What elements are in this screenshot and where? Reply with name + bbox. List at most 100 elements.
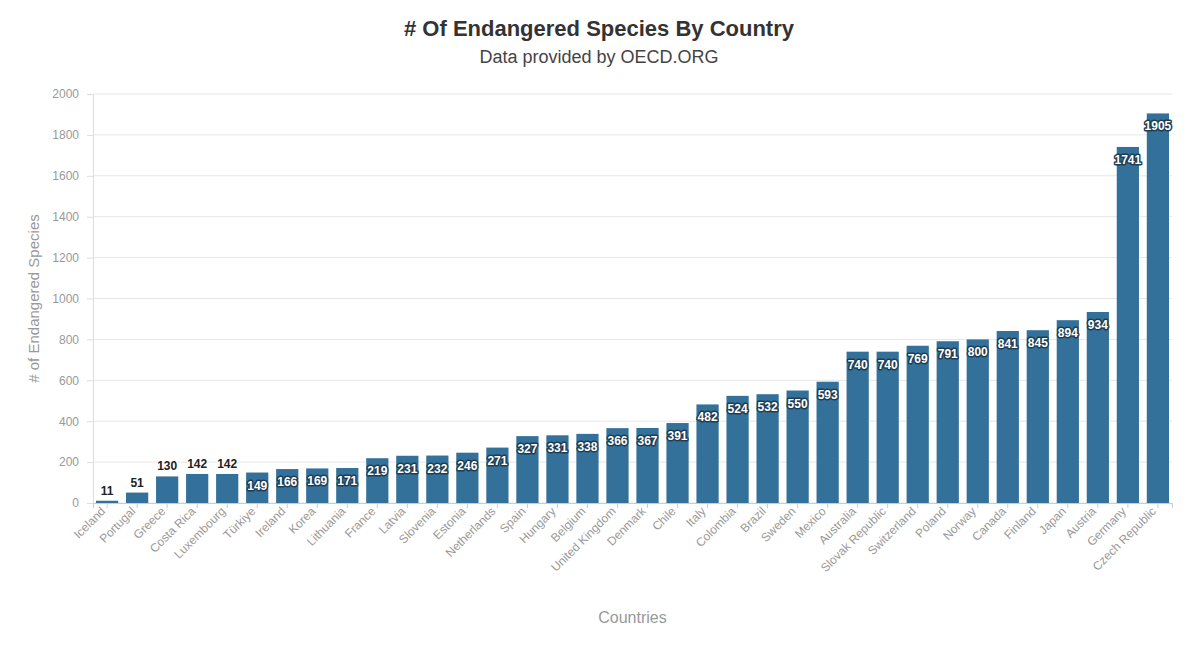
grid-line (93, 257, 1172, 258)
y-tick-label: 0 (72, 496, 79, 510)
y-tick: 400 (59, 415, 93, 429)
x-tick-mark (1007, 503, 1008, 508)
x-tick-mark (317, 503, 318, 508)
y-tick-label: 1400 (52, 210, 79, 224)
x-tick: Canada (969, 503, 1009, 544)
bar (156, 476, 178, 503)
data-label: 219 (367, 464, 387, 478)
x-tick-mark (767, 503, 768, 508)
bar (726, 396, 748, 503)
x-tick-mark (167, 503, 168, 508)
x-tick-label: Netherlands (443, 504, 499, 560)
data-labels: 1151130142142149166169171219231232246271… (101, 119, 1172, 497)
bars (96, 113, 1169, 503)
x-tick-mark (377, 503, 378, 508)
x-tick-mark (647, 503, 648, 508)
y-tick: 200 (59, 455, 93, 469)
bar (456, 453, 478, 503)
x-tick-mark (257, 503, 258, 508)
y-tick-mark (87, 217, 93, 218)
x-tick: Italy (683, 503, 708, 530)
x-tick-label: Switzerland (865, 504, 919, 558)
y-tick-mark (87, 94, 93, 95)
data-label: 331 (547, 441, 567, 455)
bar (516, 436, 538, 503)
data-label: 367 (637, 434, 657, 448)
x-tick-mark (1097, 503, 1098, 508)
x-tick-label: Chile (649, 504, 678, 533)
bar (1057, 320, 1079, 503)
x-tick-mark (707, 503, 708, 508)
bar (787, 391, 809, 503)
x-tick-mark (857, 503, 858, 508)
data-label: 550 (788, 397, 808, 411)
y-tick-mark (87, 339, 93, 340)
x-tick: Portugal (97, 503, 139, 546)
x-tick-label: Czech Republic (1090, 504, 1159, 573)
x-tick-mark (497, 503, 498, 508)
bar (997, 331, 1019, 503)
y-tick-mark (87, 258, 93, 259)
y-tick-label: 200 (59, 455, 79, 469)
data-label: 894 (1058, 326, 1078, 340)
bar (817, 382, 839, 503)
bar (847, 352, 869, 503)
title: # Of Endangered Species By Country (404, 16, 795, 41)
bar (336, 468, 358, 503)
x-tick: Chile (649, 503, 678, 533)
x-tick-mark (947, 503, 948, 508)
chart: # Of Endangered Species By CountryData p… (0, 0, 1198, 650)
grid-line (93, 175, 1172, 176)
bar (276, 469, 298, 503)
data-label: 769 (908, 352, 928, 366)
x-tick-mark (137, 503, 138, 508)
bar (306, 468, 328, 503)
x-tick-label: Portugal (97, 504, 139, 546)
y-tick-label: 2000 (52, 87, 79, 101)
x-tick-mark (557, 503, 558, 508)
x-tick: Switzerland (865, 503, 919, 558)
data-label: 800 (968, 345, 988, 359)
x-tick-mark (227, 503, 228, 508)
x-tick-mark (977, 503, 978, 508)
x-tick: Finland (1001, 503, 1039, 542)
grid-line (93, 298, 1172, 299)
x-tick: France (342, 503, 379, 541)
x-tick: Ireland (252, 503, 288, 540)
x-tick-mark (617, 503, 618, 508)
x-tick: Netherlands (443, 503, 499, 560)
x-tick-mark (197, 503, 198, 508)
y-tick-mark (87, 421, 93, 422)
x-tick-label: Canada (969, 504, 1009, 544)
y-tick: 2000 (52, 87, 93, 101)
y-tick: 0 (72, 496, 93, 510)
y-tick-label: 400 (59, 415, 79, 429)
x-tick-mark (437, 503, 438, 508)
x-tick-mark (287, 503, 288, 508)
y-tick-mark (87, 462, 93, 463)
data-label: 327 (517, 442, 537, 456)
bar (1027, 330, 1049, 503)
x-tick: Denmark (604, 503, 649, 549)
y-tick-label: 1800 (52, 128, 79, 142)
bar (877, 352, 899, 503)
data-label: 338 (577, 440, 597, 454)
data-label: 934 (1088, 318, 1108, 332)
x-tick: Colombia (693, 503, 739, 550)
bar (907, 346, 929, 503)
y-tick-mark (87, 135, 93, 136)
grid-line (93, 216, 1172, 217)
bar (486, 448, 508, 503)
x-tick: Türkiye (221, 503, 259, 542)
y-tick: 1800 (52, 128, 93, 142)
bar (396, 456, 418, 503)
bar (426, 456, 448, 503)
data-label: 11 (101, 484, 114, 498)
data-label: 246 (457, 459, 477, 473)
x-tick-mark (827, 503, 828, 508)
x-tick-label: Slovenia (396, 504, 439, 547)
x-tick-mark (677, 503, 678, 508)
y-tick: 1400 (52, 210, 93, 224)
data-label: 482 (698, 410, 718, 424)
data-label: 593 (818, 388, 838, 402)
